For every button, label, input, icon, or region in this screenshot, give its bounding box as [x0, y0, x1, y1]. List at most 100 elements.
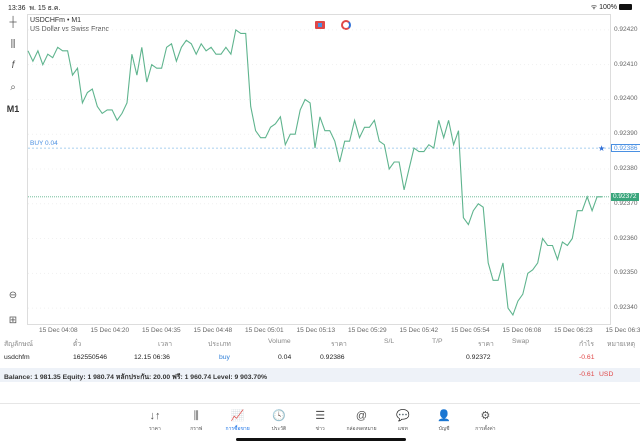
column-header[interactable]: กำไร — [579, 341, 595, 348]
nav-label: กล่องจดหมาย — [346, 426, 377, 432]
nav-item[interactable]: 💬 แชท — [383, 409, 423, 433]
candles-icon[interactable]: ⫼ — [10, 39, 16, 50]
column-header[interactable]: สัญลักษณ์ — [4, 341, 34, 348]
x-tick-label: 15 Dec 06:23 — [554, 327, 593, 334]
cell-time: 12.15 06:36 — [134, 354, 170, 361]
x-tick-label: 15 Dec 04:35 — [142, 327, 181, 334]
x-tick-label: 15 Dec 05:13 — [296, 327, 336, 334]
y-tick-label: 0.92350 — [614, 269, 638, 277]
price-line — [27, 28, 602, 317]
column-header[interactable]: ตั๋ว — [73, 341, 82, 348]
nav-label: บัญชี — [438, 426, 450, 432]
order-marker-icon: ★ — [598, 144, 605, 153]
timeframe-button[interactable]: M1 — [6, 104, 20, 114]
x-tick-label: 15 Dec 05:29 — [348, 327, 387, 334]
nav-label: การตั้งค่า — [475, 426, 496, 432]
x-tick-label: 15 Dec 05:54 — [451, 327, 490, 334]
column-header[interactable]: ราคา — [331, 341, 347, 348]
y-tick-label: 0.92420 — [614, 25, 638, 33]
nav-item[interactable]: @ กล่องจดหมาย — [342, 409, 382, 433]
nav-label: แชท — [397, 426, 408, 432]
price-chart: ★ — [27, 28, 610, 317]
nav-item[interactable]: ☰ ข่าว — [300, 409, 340, 433]
x-tick-label: 15 Dec 06:08 — [502, 327, 542, 334]
nav-icon: ☰ — [315, 410, 326, 422]
x-tick-label: 15 Dec 05:01 — [245, 327, 284, 334]
one-click-trading-icon[interactable] — [315, 21, 325, 29]
signal-icon[interactable] — [341, 20, 351, 30]
add-icon[interactable]: ⊞ — [8, 315, 18, 326]
battery-icon — [619, 4, 632, 11]
nav-icon: ⚙ — [480, 410, 491, 422]
nav-label: ประวัติ — [271, 426, 287, 432]
nav-item[interactable]: ⫼ กราฟ — [176, 409, 216, 433]
cell-price: 0.92372 — [466, 354, 491, 361]
cell-ticket: 162550546 — [73, 354, 108, 361]
battery-percent: 100% — [599, 4, 617, 11]
x-tick-label: 15 Dec 04:48 — [193, 327, 233, 334]
nav-item[interactable]: ↓↑ ราคา — [135, 409, 175, 433]
y-tick-label: 0.92360 — [614, 234, 638, 242]
chart-area[interactable] — [27, 14, 611, 325]
y-tick-label: 0.92380 — [614, 165, 638, 172]
nav-icon: 🕓 — [272, 410, 286, 422]
nav-item[interactable]: 🕓 ประวัติ — [259, 409, 299, 433]
nav-icon: ↓↑ — [149, 410, 161, 422]
x-tick-label: 15 Dec 04:20 — [90, 327, 130, 334]
status-clock: 13:36 — [8, 5, 26, 12]
currency: USD — [599, 371, 614, 378]
nav-icon: 📈 — [230, 410, 245, 422]
x-tick-label: 15 Dec 05:42 — [399, 327, 439, 334]
cell-symbol: usdchfm — [4, 354, 30, 361]
zoom-icon[interactable]: ⊖ — [8, 290, 18, 301]
column-header[interactable]: Volume — [268, 338, 291, 345]
crosshair-icon[interactable]: ┼ — [9, 17, 17, 28]
y-tick-label: 0.92400 — [614, 95, 638, 103]
y-tick-label: 0.92370 — [614, 199, 638, 207]
column-header[interactable]: S/L — [384, 338, 395, 345]
column-header[interactable]: เวลา — [158, 341, 173, 348]
order-label[interactable]: BUY 0.04 — [30, 140, 58, 148]
status-right: ᯤ 100% — [591, 3, 632, 12]
balance-bar: Balance: 1 981.35 Equity: 1 980.74 หลักป… — [0, 368, 640, 382]
nav-label: การซื้อขาย — [225, 426, 250, 432]
column-header[interactable]: หมายเหตุ — [607, 341, 635, 348]
nav-icon: 💬 — [395, 410, 410, 422]
cell-type: buy — [219, 354, 230, 361]
nav-icon: ⫼ — [193, 410, 199, 422]
symbol-title: USDCHFm • M1 — [30, 17, 82, 24]
status-bar: 13:36 พ. 15 ธ.ค. ᯤ 100% — [0, 0, 640, 13]
x-tick-label: 15 Dec 04:08 — [39, 327, 78, 334]
current-price-tag: 0.92372 — [611, 192, 639, 201]
y-tick-label: 0.92390 — [614, 130, 638, 138]
symbol-info: USDCHFm • M1 US Dollar vs Swiss Franc — [30, 16, 109, 34]
order-price-tag: 0.92386 — [611, 144, 640, 153]
nav-label: ข่าว — [315, 426, 325, 432]
objects-icon[interactable]: ⌕ — [10, 82, 16, 93]
nav-icon: @ — [355, 410, 368, 422]
nav-item[interactable]: 👤 บัญชี — [424, 409, 464, 433]
symbol-description: US Dollar vs Swiss Franc — [30, 26, 109, 33]
total-profit: -0.61 — [579, 371, 595, 378]
status-date: พ. 15 ธ.ค. — [29, 5, 61, 12]
nav-label: กราฟ — [190, 426, 203, 432]
column-header[interactable]: T/P — [432, 338, 443, 345]
nav-label: ราคา — [149, 426, 161, 432]
cell-open-price: 0.92386 — [320, 354, 345, 361]
column-header[interactable]: Swap — [512, 338, 530, 345]
column-header[interactable]: ราคา — [478, 341, 494, 348]
bottom-nav: ↓↑ ราคา ⫼ กราฟ 📈 การซื้อขาย 🕓 ประวัติ ☰ ข่าว @ กล่อ… — [0, 403, 640, 447]
nav-icon: 👤 — [437, 410, 451, 422]
y-tick-label: 0.92340 — [614, 304, 638, 312]
home-indicator — [236, 438, 406, 441]
indicator-icon[interactable]: f — [11, 60, 15, 71]
nav-item[interactable]: ⚙ การตั้งค่า — [465, 409, 505, 433]
y-tick-label: 0.92410 — [614, 60, 638, 68]
wifi-icon: ᯤ — [590, 4, 598, 11]
nav-item[interactable]: 📈 การซื้อขาย — [218, 409, 258, 433]
balance-text: Balance: 1 981.35 Equity: 1 980.74 หลักป… — [4, 374, 268, 381]
cell-profit: -0.61 — [579, 354, 595, 361]
status-time: 13:36 พ. 15 ธ.ค. — [8, 3, 61, 14]
x-tick-label: 15 Dec 06:3 — [605, 327, 640, 334]
column-header[interactable]: ประเภท — [208, 341, 231, 348]
